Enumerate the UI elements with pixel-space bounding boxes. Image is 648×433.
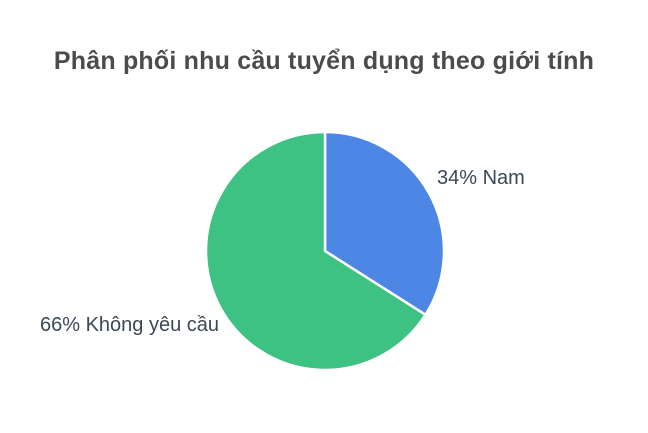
slice-label-khong-yeu-cau: 66% Không yêu cầu: [40, 314, 220, 336]
pie-slice-khong-yeu-cau[interactable]: [204, 130, 427, 372]
slice-label-nam: 34% Nam: [437, 167, 525, 189]
chart-title: Phân phối nhu cầu tuyển dụng theo giới t…: [53, 47, 595, 75]
